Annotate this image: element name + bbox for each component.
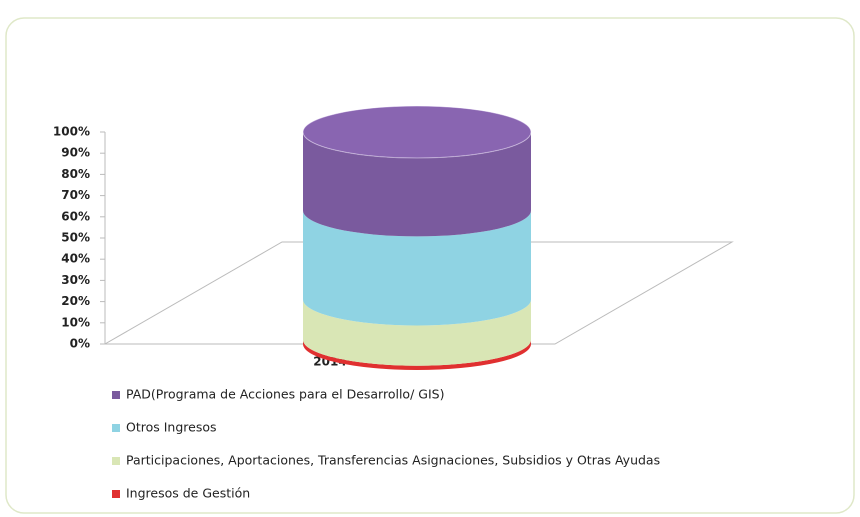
y-tick-label: 60% xyxy=(61,209,90,223)
y-tick-label: 50% xyxy=(61,231,90,245)
y-tick-label: 70% xyxy=(61,188,90,202)
y-tick-label: 90% xyxy=(61,146,90,160)
bar-segment xyxy=(303,339,531,370)
y-tick-label: 10% xyxy=(61,315,90,329)
y-tick-label: 80% xyxy=(61,167,90,181)
bar-segment xyxy=(303,299,531,366)
legend-label: Ingresos de Gestión xyxy=(126,486,250,501)
legend-label: Otros Ingresos xyxy=(126,420,217,435)
legend-swatch xyxy=(112,391,120,399)
y-tick-label: 0% xyxy=(70,337,90,351)
bar-segment xyxy=(303,210,531,326)
legend-label: Participaciones, Aportaciones, Transfere… xyxy=(126,453,660,468)
legend-swatch xyxy=(112,424,120,432)
cylinder-top xyxy=(302,105,532,159)
bar-segment xyxy=(303,132,531,237)
legend-label: PAD(Programa de Acciones para el Desarro… xyxy=(126,387,444,402)
y-tick-label: 20% xyxy=(61,294,90,308)
y-tick-label: 40% xyxy=(61,252,90,266)
y-tick-label: 100% xyxy=(53,125,90,139)
y-tick-label: 30% xyxy=(61,273,90,287)
legend-swatch xyxy=(112,457,120,465)
legend-swatch xyxy=(112,490,120,498)
